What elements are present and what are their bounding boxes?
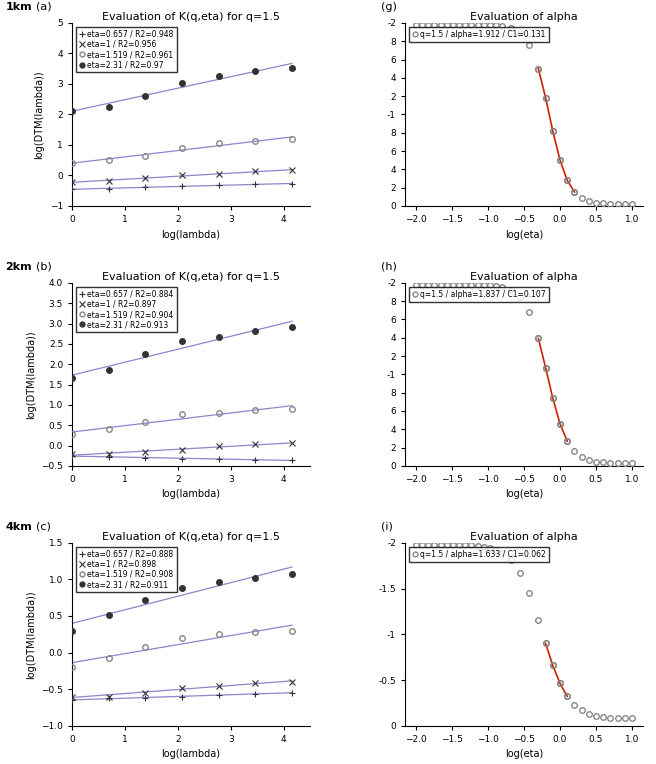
Title: Evaluation of K(q,eta) for q=1.5: Evaluation of K(q,eta) for q=1.5 <box>102 12 280 22</box>
Title: Evaluation of K(q,eta) for q=1.5: Evaluation of K(q,eta) for q=1.5 <box>102 272 280 282</box>
Legend: q=1.5 / alpha=1.633 / C1=0.062: q=1.5 / alpha=1.633 / C1=0.062 <box>409 546 549 562</box>
Legend: eta=0.657 / R2=0.884, eta=1 / R2=0.897, eta=1.519 / R2=0.904, eta=2.31 / R2=0.91: eta=0.657 / R2=0.884, eta=1 / R2=0.897, … <box>76 286 176 332</box>
Title: Evaluation of alpha: Evaluation of alpha <box>470 12 578 22</box>
Text: (a): (a) <box>37 2 52 12</box>
Title: Evaluation of alpha: Evaluation of alpha <box>470 532 578 542</box>
X-axis label: log(lambda): log(lambda) <box>161 229 220 240</box>
X-axis label: log(eta): log(eta) <box>505 749 543 759</box>
Text: (h): (h) <box>381 262 397 272</box>
X-axis label: log(lambda): log(lambda) <box>161 749 220 759</box>
Text: 2km: 2km <box>5 262 32 272</box>
Y-axis label: log(DTM(lambda)): log(DTM(lambda)) <box>26 590 35 678</box>
Y-axis label: log(DTM(lambda)): log(DTM(lambda)) <box>26 330 35 419</box>
Text: 1km: 1km <box>5 2 32 12</box>
Legend: eta=0.657 / R2=0.948, eta=1 / R2=0.956, eta=1.519 / R2=0.961, eta=2.31 / R2=0.97: eta=0.657 / R2=0.948, eta=1 / R2=0.956, … <box>76 27 177 73</box>
X-axis label: log(eta): log(eta) <box>505 229 543 240</box>
Y-axis label: log(DTM(lambda)): log(DTM(lambda)) <box>34 70 45 159</box>
Text: (c): (c) <box>37 522 51 532</box>
Text: 4km: 4km <box>5 522 32 532</box>
Text: (b): (b) <box>37 262 52 272</box>
Title: Evaluation of K(q,eta) for q=1.5: Evaluation of K(q,eta) for q=1.5 <box>102 532 280 542</box>
Title: Evaluation of alpha: Evaluation of alpha <box>470 272 578 282</box>
Text: (g): (g) <box>381 2 397 12</box>
Legend: q=1.5 / alpha=1.837 / C1=0.107: q=1.5 / alpha=1.837 / C1=0.107 <box>409 286 549 302</box>
Text: (i): (i) <box>381 522 393 532</box>
X-axis label: log(eta): log(eta) <box>505 490 543 500</box>
Legend: eta=0.657 / R2=0.888, eta=1 / R2=0.898, eta=1.519 / R2=0.908, eta=2.31 / R2=0.91: eta=0.657 / R2=0.888, eta=1 / R2=0.898, … <box>76 546 176 592</box>
Legend: q=1.5 / alpha=1.912 / C1=0.131: q=1.5 / alpha=1.912 / C1=0.131 <box>409 27 549 42</box>
X-axis label: log(lambda): log(lambda) <box>161 490 220 500</box>
